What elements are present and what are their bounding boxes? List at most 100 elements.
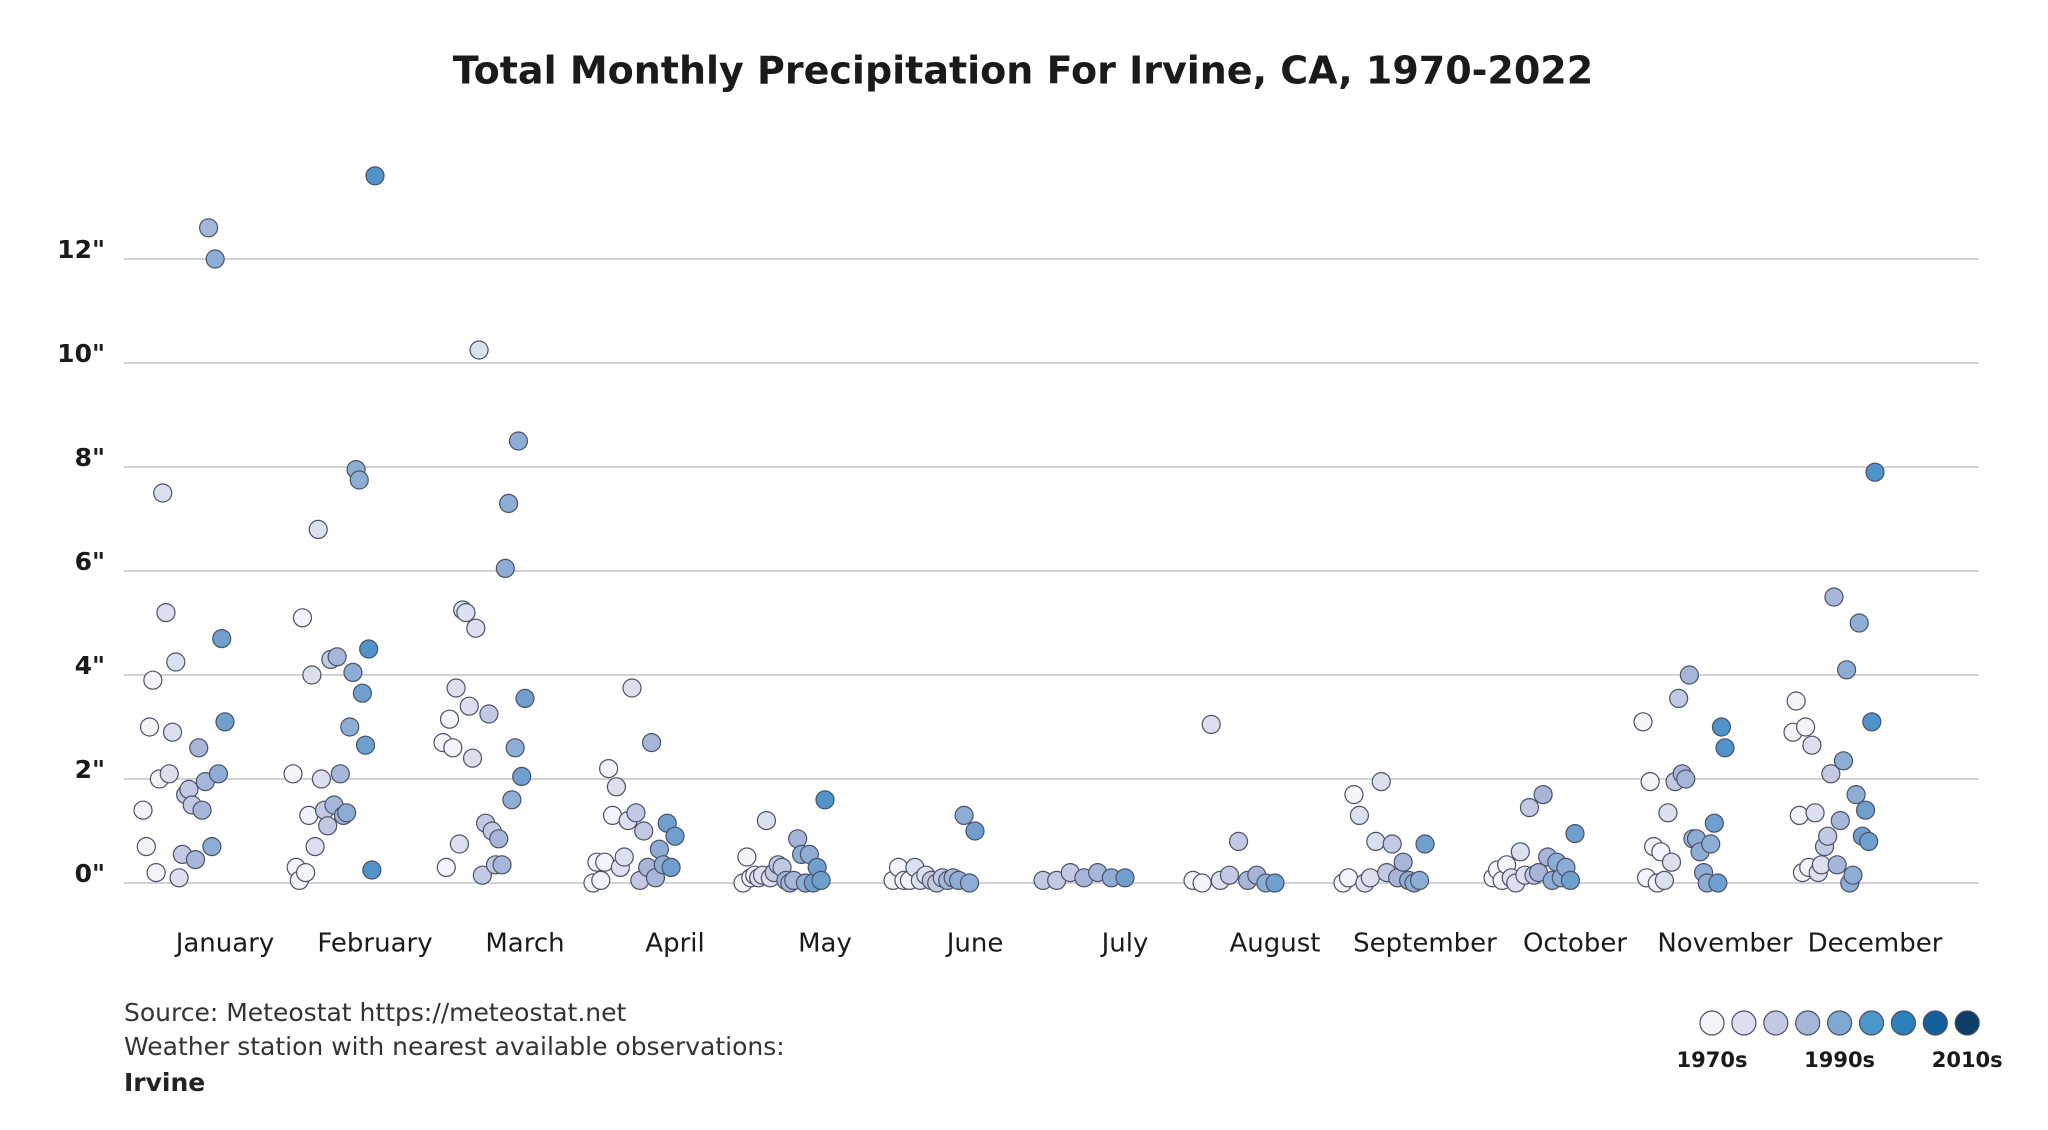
data-point xyxy=(1393,852,1413,872)
data-point xyxy=(1711,717,1732,737)
data-point xyxy=(337,803,357,823)
data-point xyxy=(199,218,219,238)
data-point xyxy=(1338,868,1359,888)
data-point xyxy=(192,800,212,820)
x-tick-label: July xyxy=(1100,929,1149,959)
data-point xyxy=(349,470,369,490)
data-point xyxy=(512,766,532,787)
data-point xyxy=(462,748,483,768)
data-point xyxy=(443,738,463,758)
data-point xyxy=(169,868,189,888)
data-point xyxy=(815,790,835,810)
data-point xyxy=(1510,842,1530,862)
data-point xyxy=(1805,803,1825,823)
x-tick-label: May xyxy=(798,929,852,959)
data-point xyxy=(756,810,777,831)
data-point xyxy=(208,764,229,784)
data-point xyxy=(136,836,156,857)
x-tick-label: December xyxy=(1808,929,1943,959)
data-point xyxy=(449,834,469,854)
data-point xyxy=(343,662,363,683)
y-tick-label: 10" xyxy=(57,339,105,368)
data-point xyxy=(661,857,681,878)
y-tick-label: 0" xyxy=(75,859,105,888)
data-point xyxy=(1661,852,1682,872)
data-point xyxy=(1796,717,1816,737)
legend-swatch xyxy=(1731,1010,1757,1036)
data-point xyxy=(492,855,512,875)
data-point xyxy=(1360,868,1380,888)
y-tick-label: 6" xyxy=(75,547,105,576)
x-tick-label: August xyxy=(1230,929,1321,959)
data-point xyxy=(1533,784,1553,805)
data-point xyxy=(614,847,634,867)
data-point xyxy=(505,738,525,758)
x-tick-label: April xyxy=(645,929,704,959)
data-point xyxy=(515,688,535,709)
data-point xyxy=(365,166,385,186)
data-point xyxy=(202,836,222,857)
data-point xyxy=(606,777,627,797)
legend-swatch xyxy=(1826,1010,1853,1036)
y-tick-label: 8" xyxy=(75,443,105,472)
data-point xyxy=(1679,665,1699,685)
data-point xyxy=(788,829,808,849)
station-note: Weather station with nearest available o… xyxy=(124,1032,785,1061)
data-point xyxy=(1192,873,1212,893)
station-name: Irvine xyxy=(124,1068,205,1097)
data-point xyxy=(1786,691,1806,711)
data-point xyxy=(1843,865,1863,885)
data-point xyxy=(1824,587,1844,607)
data-point xyxy=(340,717,360,737)
data-point xyxy=(1837,660,1857,680)
data-point xyxy=(362,860,382,880)
data-point xyxy=(1115,868,1135,888)
data-point xyxy=(359,639,379,659)
data-point xyxy=(355,735,376,755)
data-point xyxy=(499,493,519,513)
x-tick-label: October xyxy=(1523,929,1627,959)
data-point xyxy=(159,764,179,784)
data-point xyxy=(1715,738,1735,758)
data-point xyxy=(302,665,322,685)
data-point xyxy=(1669,688,1689,709)
x-tick-label: January xyxy=(174,929,275,959)
data-point xyxy=(1654,870,1674,891)
source-note: Source: Meteostat https://meteostat.net xyxy=(124,998,627,1027)
data-point xyxy=(1349,805,1370,826)
data-point xyxy=(954,805,974,826)
data-point xyxy=(1704,813,1724,833)
data-point xyxy=(1640,771,1660,792)
data-point xyxy=(1865,462,1885,482)
data-point xyxy=(436,857,456,878)
data-point xyxy=(469,340,489,360)
data-point xyxy=(133,800,153,820)
data-point xyxy=(1821,764,1841,784)
data-point xyxy=(459,696,479,716)
data-point xyxy=(1827,855,1847,875)
legend-swatch xyxy=(1763,1010,1789,1036)
data-point xyxy=(330,764,350,784)
data-point xyxy=(1382,834,1402,854)
legend-label: 1970s xyxy=(1677,1048,1748,1072)
data-point xyxy=(212,628,232,649)
legend-label: 2010s xyxy=(1932,1048,2003,1072)
data-point xyxy=(811,870,831,891)
x-tick-label: November xyxy=(1657,929,1793,959)
data-point xyxy=(489,829,509,849)
data-point xyxy=(1265,873,1285,893)
data-point xyxy=(965,821,985,841)
legend-label: 1990s xyxy=(1804,1048,1875,1072)
y-tick-label: 12" xyxy=(57,235,105,264)
data-point xyxy=(502,790,522,810)
data-point xyxy=(292,608,313,628)
data-point xyxy=(1833,751,1854,771)
legend-swatch xyxy=(1890,1010,1917,1036)
data-point xyxy=(318,816,338,836)
data-point xyxy=(1862,712,1882,732)
data-point xyxy=(472,865,492,885)
data-point xyxy=(185,849,206,870)
data-point xyxy=(1846,784,1866,805)
data-point xyxy=(1366,831,1386,852)
data-point xyxy=(205,249,225,269)
